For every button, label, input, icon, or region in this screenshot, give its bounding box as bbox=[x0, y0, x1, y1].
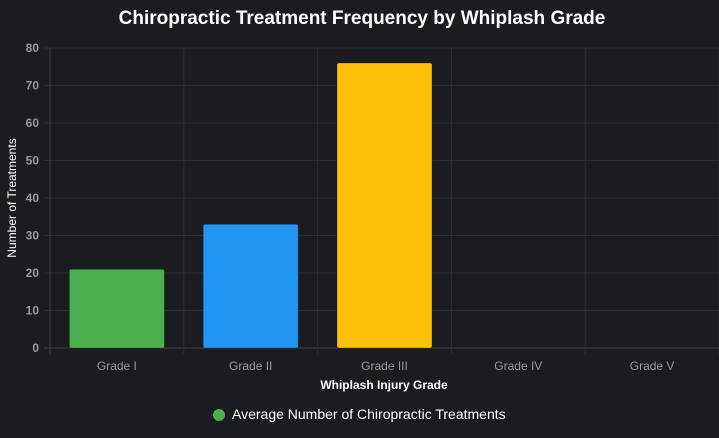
y-tick-label: 10 bbox=[26, 304, 40, 318]
x-tick-label: Grade II bbox=[229, 359, 272, 373]
x-axis-title: Whiplash Injury Grade bbox=[320, 378, 448, 392]
y-tick-label: 70 bbox=[26, 79, 40, 93]
y-tick-label: 0 bbox=[32, 341, 39, 355]
x-tick-label: Grade IV bbox=[494, 359, 542, 373]
legend[interactable]: Average Number of Chiropractic Treatment… bbox=[213, 406, 506, 422]
y-tick-label: 20 bbox=[26, 266, 40, 280]
bars bbox=[68, 62, 433, 349]
x-tick-label: Grade I bbox=[97, 359, 137, 373]
bar-grade-ii[interactable] bbox=[202, 223, 299, 349]
bar-grade-i[interactable] bbox=[68, 268, 165, 349]
y-axis-title: Number of Treatments bbox=[5, 138, 19, 257]
chart-title: Chiropractic Treatment Frequency by Whip… bbox=[119, 8, 606, 29]
y-tick-label: 60 bbox=[26, 116, 40, 130]
bar-grade-iii[interactable] bbox=[336, 62, 433, 349]
legend-label: Average Number of Chiropractic Treatment… bbox=[232, 406, 506, 422]
y-axis-ticks: 0 10 20 30 40 50 60 70 80 bbox=[26, 41, 40, 355]
x-tick-label: Grade V bbox=[630, 359, 675, 373]
x-tick-label: Grade III bbox=[361, 359, 408, 373]
y-tick-label: 50 bbox=[26, 154, 40, 168]
y-tick-label: 40 bbox=[26, 191, 40, 205]
legend-swatch bbox=[213, 409, 225, 421]
y-tick-label: 30 bbox=[26, 229, 40, 243]
y-tick-label: 80 bbox=[26, 41, 40, 55]
x-axis-ticks: Grade I Grade II Grade III Grade IV Grade V bbox=[97, 359, 675, 373]
